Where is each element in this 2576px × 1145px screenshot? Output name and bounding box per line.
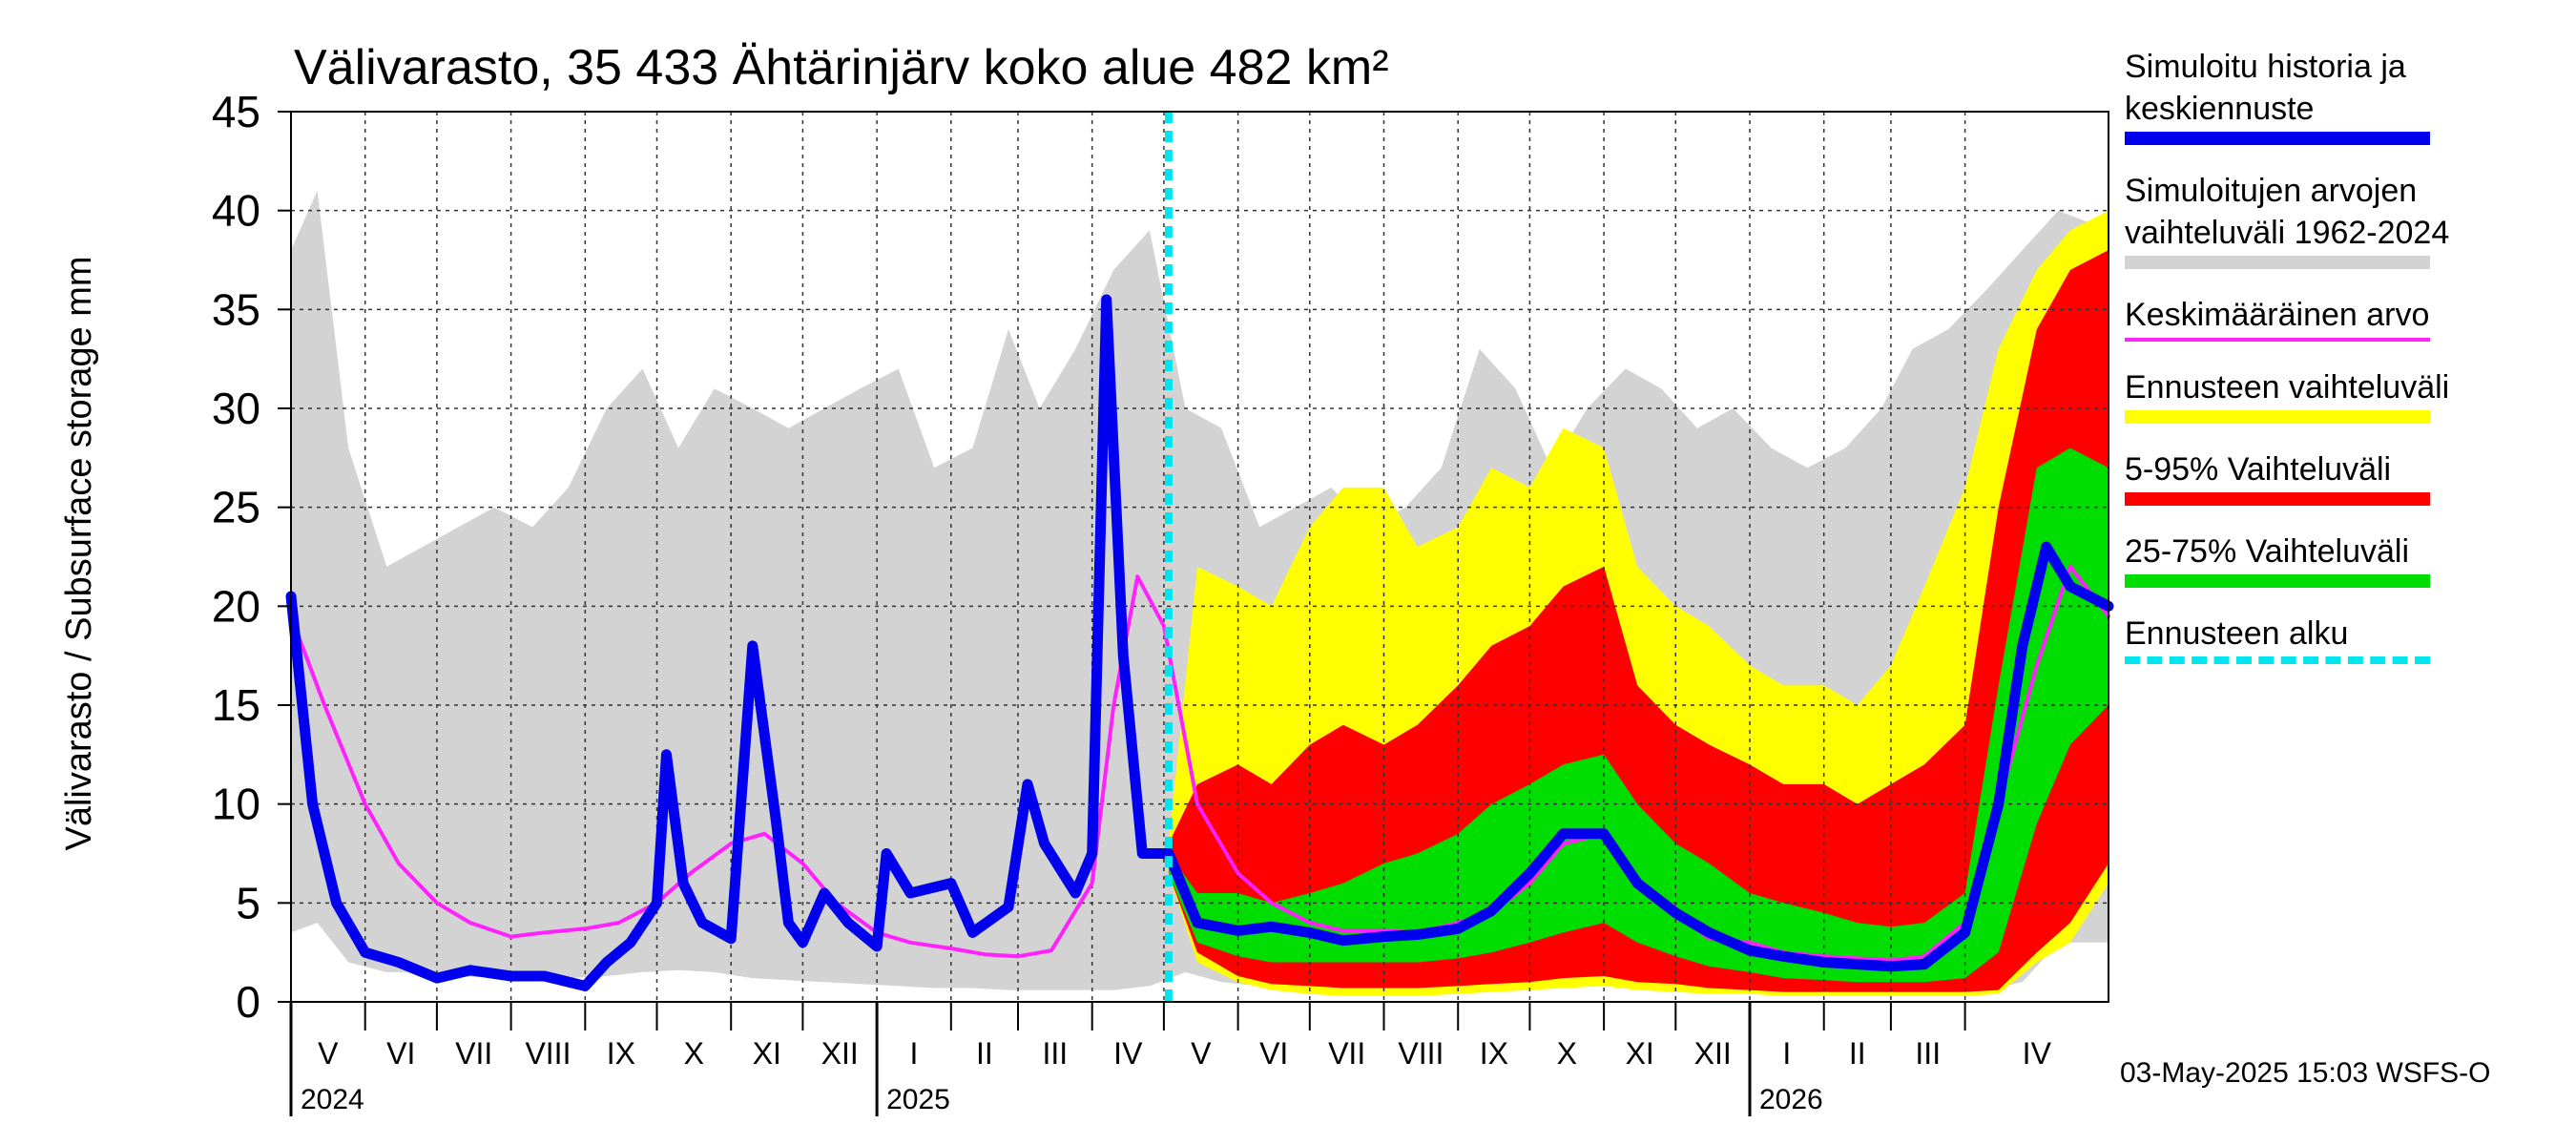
band-ff0000 — [1168, 250, 2109, 992]
x-tick-label: V — [1191, 1036, 1212, 1071]
x-tick-label: XI — [1626, 1036, 1654, 1071]
chart-title: Välivarasto, 35 433 Ähtärinjärv koko alu… — [294, 40, 1389, 95]
x-tick-label: V — [318, 1036, 339, 1071]
plot-lines — [285, 112, 2114, 1002]
x-tick-label: IV — [2023, 1036, 2052, 1071]
x-tick-label: XI — [753, 1036, 781, 1071]
year-label: 2025 — [886, 1084, 950, 1115]
y-axis-label: Välivarasto / Subsurface storage mm — [59, 256, 99, 850]
x-tick-label: I — [910, 1036, 919, 1071]
plot-frame — [290, 111, 2109, 1003]
legend-label: Simuloitu historia ja keskiennuste — [2125, 49, 2406, 127]
x-tick-label: X — [684, 1036, 704, 1071]
y-tick-label: 25 — [212, 483, 260, 532]
legend-item: Ennusteen alku — [2125, 613, 2564, 664]
legend-swatch — [2125, 492, 2430, 506]
x-tick-label: II — [976, 1036, 993, 1071]
x-tick-label: IX — [1480, 1036, 1508, 1071]
timestamp: 03-May-2025 15:03 WSFS-O — [2120, 1057, 2491, 1089]
legend-label: Simuloitujen arvojen vaihteluväli 1962-2… — [2125, 173, 2450, 251]
x-tick-label: IV — [1113, 1036, 1143, 1071]
x-tick-label: II — [1849, 1036, 1866, 1071]
legend-item: 5-95% Vaihteluväli — [2125, 448, 2564, 506]
x-ticks: V VI VII VIII IX X XI XII I II III IV V VI VII VIII IX X X… — [289, 1002, 2052, 1116]
legend-label: 25-75% Vaihteluväli — [2125, 533, 2409, 570]
y-ticks: 0 5 10 15 20 25 30 35 40 45 — [212, 87, 291, 1027]
y-tick-label: 45 — [212, 87, 260, 136]
y-tick-label: 5 — [236, 878, 260, 927]
axes — [290, 111, 2109, 1003]
legend-item: Ennusteen vaihteluväli — [2125, 366, 2564, 424]
year-label: 2024 — [301, 1084, 364, 1115]
x-tick-label: X — [1557, 1036, 1577, 1071]
y-tick-label: 0 — [236, 977, 260, 1027]
legend-item: Simuloitu historia ja keskiennuste — [2125, 46, 2564, 145]
year-label: 2026 — [1759, 1084, 1823, 1115]
y-tick-label: 20 — [212, 581, 260, 631]
x-tick-label: I — [1782, 1036, 1791, 1071]
y-tick-label: 35 — [212, 284, 260, 334]
legend-swatch — [2125, 410, 2430, 424]
legend-swatch — [2125, 656, 2430, 664]
x-tick-label: III — [1043, 1036, 1069, 1071]
legend-item: Keskimääräinen arvo — [2125, 294, 2564, 342]
x-tick-label: VI — [1259, 1036, 1288, 1071]
x-tick-label: III — [1915, 1036, 1941, 1071]
x-tick-label: VIII — [1398, 1036, 1444, 1071]
y-tick-label: 15 — [212, 680, 260, 730]
x-tick-label: VII — [1328, 1036, 1365, 1071]
legend-label: Keskimääräinen arvo — [2125, 297, 2430, 333]
x-tick-label: VIII — [525, 1036, 571, 1071]
legend-label: 5-95% Vaihteluväli — [2125, 451, 2392, 488]
legend-item: 25-75% Vaihteluväli — [2125, 531, 2564, 588]
x-tick-label: IX — [607, 1036, 635, 1071]
x-tick-label: VII — [455, 1036, 492, 1071]
plot-bands — [291, 190, 2109, 996]
legend-label: Ennusteen alku — [2125, 615, 2349, 652]
legend-label: Ennusteen vaihteluväli — [2125, 369, 2450, 406]
x-tick-label: XII — [821, 1036, 859, 1071]
legend-swatch — [2125, 338, 2430, 342]
x-tick-label: VI — [386, 1036, 415, 1071]
series-line-simulated — [285, 294, 2114, 991]
x-tick-label: XII — [1694, 1036, 1732, 1071]
legend-item: Simuloitujen arvojen vaihteluväli 1962-2… — [2125, 170, 2564, 269]
legend-swatch — [2125, 574, 2430, 588]
y-tick-label: 30 — [212, 384, 260, 433]
legend: Simuloitu historia ja keskiennuste Simulo… — [2125, 46, 2564, 689]
legend-swatch — [2125, 256, 2430, 269]
legend-swatch — [2125, 132, 2430, 145]
y-tick-label: 40 — [212, 186, 260, 236]
y-tick-label: 10 — [212, 780, 260, 829]
